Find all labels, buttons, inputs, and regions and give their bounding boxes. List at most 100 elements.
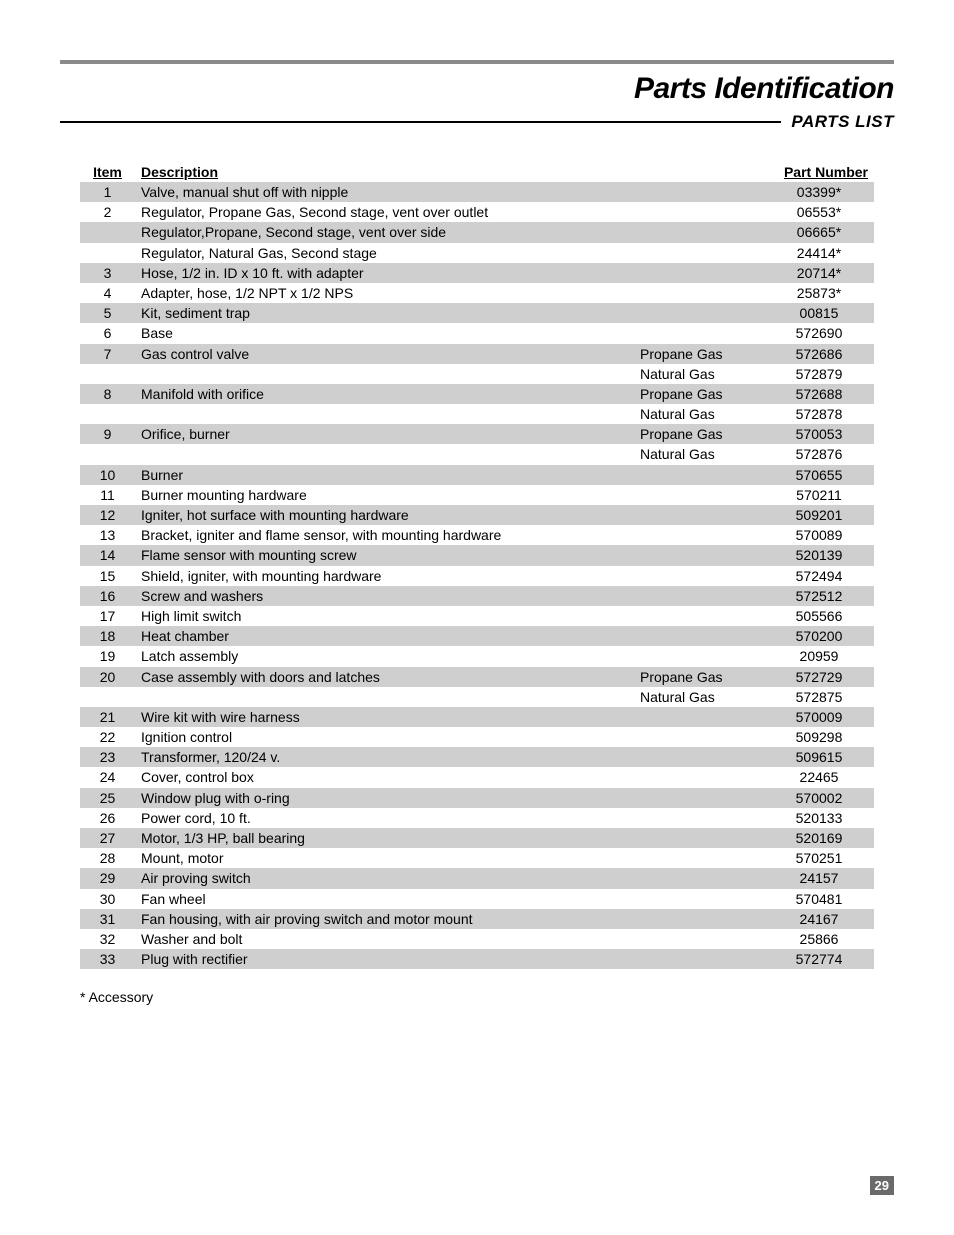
table-row: 32Washer and bolt25866 <box>80 929 874 949</box>
cell-variant <box>634 767 764 787</box>
page-number: 29 <box>870 1176 894 1195</box>
cell-part-number: 570211 <box>764 485 874 505</box>
table-row: 20Case assembly with doors and latchesPr… <box>80 667 874 687</box>
table-row: Natural Gas572878 <box>80 404 874 424</box>
cell-part-number: 25866 <box>764 929 874 949</box>
cell-variant <box>634 848 764 868</box>
cell-item: 28 <box>80 848 135 868</box>
table-row: 21Wire kit with wire harness570009 <box>80 707 874 727</box>
cell-description: Motor, 1/3 HP, ball bearing <box>135 828 634 848</box>
cell-item: 13 <box>80 525 135 545</box>
cell-variant: Propane Gas <box>634 344 764 364</box>
cell-description <box>135 687 634 707</box>
parts-table: Item Description Part Number 1Valve, man… <box>80 162 874 969</box>
table-row: 16Screw and washers 572512 <box>80 586 874 606</box>
cell-item <box>80 687 135 707</box>
cell-part-number: 06665* <box>764 222 874 242</box>
cell-part-number: 572729 <box>764 667 874 687</box>
table-row: 5Kit, sediment trap00815 <box>80 303 874 323</box>
cell-description: Kit, sediment trap <box>135 303 634 323</box>
cell-part-number: 06553* <box>764 202 874 222</box>
cell-item: 7 <box>80 344 135 364</box>
cell-part-number: 570481 <box>764 889 874 909</box>
cell-description: Screw and washers <box>135 586 634 606</box>
cell-description <box>135 404 634 424</box>
cell-description: Manifold with orifice <box>135 384 634 404</box>
cell-part-number: 570655 <box>764 465 874 485</box>
table-row: 14Flame sensor with mounting screw520139 <box>80 545 874 565</box>
cell-description: Mount, motor <box>135 848 634 868</box>
cell-description: Valve, manual shut off with nipple <box>135 182 634 202</box>
cell-variant: Natural Gas <box>634 364 764 384</box>
parts-table-container: Item Description Part Number 1Valve, man… <box>60 162 894 969</box>
cell-description: Air proving switch <box>135 868 634 888</box>
cell-part-number: 572774 <box>764 949 874 969</box>
cell-description: Fan wheel <box>135 889 634 909</box>
cell-part-number: 520169 <box>764 828 874 848</box>
cell-part-number: 20959 <box>764 646 874 666</box>
table-row: 26Power cord, 10 ft.520133 <box>80 808 874 828</box>
page-title: Parts Identification <box>60 72 894 106</box>
cell-description: Window plug with o-ring <box>135 788 634 808</box>
cell-item: 3 <box>80 263 135 283</box>
cell-part-number: 509201 <box>764 505 874 525</box>
cell-description <box>135 444 634 464</box>
cell-description: Wire kit with wire harness <box>135 707 634 727</box>
cell-description: Washer and bolt <box>135 929 634 949</box>
table-row: 6Base572690 <box>80 323 874 343</box>
cell-part-number: 24157 <box>764 868 874 888</box>
table-row: 11Burner mounting hardware570211 <box>80 485 874 505</box>
cell-part-number: 572878 <box>764 404 874 424</box>
cell-variant <box>634 465 764 485</box>
cell-variant <box>634 586 764 606</box>
cell-part-number: 572879 <box>764 364 874 384</box>
cell-item: 9 <box>80 424 135 444</box>
table-row: 27Motor, 1/3 HP, ball bearing520169 <box>80 828 874 848</box>
table-row: 24Cover, control box22465 <box>80 767 874 787</box>
section-rule <box>60 121 781 123</box>
cell-description: Transformer, 120/24 v. <box>135 747 634 767</box>
cell-variant <box>634 222 764 242</box>
table-row: 25Window plug with o-ring570002 <box>80 788 874 808</box>
table-row: 4Adapter, hose, 1/2 NPT x 1/2 NPS25873* <box>80 283 874 303</box>
cell-item: 1 <box>80 182 135 202</box>
cell-variant <box>634 909 764 929</box>
cell-description: Case assembly with doors and latches <box>135 667 634 687</box>
cell-part-number: 24167 <box>764 909 874 929</box>
cell-item: 18 <box>80 626 135 646</box>
cell-variant <box>634 566 764 586</box>
cell-description: Regulator, Natural Gas, Second stage <box>135 243 634 263</box>
cell-variant <box>634 545 764 565</box>
cell-description: Hose, 1/2 in. ID x 10 ft. with adapter <box>135 263 634 283</box>
cell-item: 22 <box>80 727 135 747</box>
cell-description: Regulator, Propane Gas, Second stage, ve… <box>135 202 634 222</box>
cell-description: Base <box>135 323 634 343</box>
cell-part-number: 570002 <box>764 788 874 808</box>
header-item: Item <box>80 162 135 182</box>
table-row: 13Bracket, igniter and flame sensor, wit… <box>80 525 874 545</box>
cell-part-number: 572512 <box>764 586 874 606</box>
cell-item <box>80 222 135 242</box>
table-row: 8Manifold with orificePropane Gas572688 <box>80 384 874 404</box>
cell-description: Gas control valve <box>135 344 634 364</box>
cell-variant: Propane Gas <box>634 667 764 687</box>
cell-description: Burner <box>135 465 634 485</box>
cell-variant <box>634 727 764 747</box>
cell-item: 24 <box>80 767 135 787</box>
cell-part-number: 03399* <box>764 182 874 202</box>
table-row: 18Heat chamber570200 <box>80 626 874 646</box>
cell-description: Shield, igniter, with mounting hardware <box>135 566 634 586</box>
table-header-row: Item Description Part Number <box>80 162 874 182</box>
cell-item: 5 <box>80 303 135 323</box>
cell-description: Fan housing, with air proving switch and… <box>135 909 634 929</box>
cell-part-number: 570251 <box>764 848 874 868</box>
cell-item: 16 <box>80 586 135 606</box>
cell-variant <box>634 707 764 727</box>
cell-item: 14 <box>80 545 135 565</box>
table-row: Regulator,Propane, Second stage, vent ov… <box>80 222 874 242</box>
cell-item: 15 <box>80 566 135 586</box>
cell-item: 17 <box>80 606 135 626</box>
cell-part-number: 570200 <box>764 626 874 646</box>
cell-item: 19 <box>80 646 135 666</box>
cell-description: Orifice, burner <box>135 424 634 444</box>
